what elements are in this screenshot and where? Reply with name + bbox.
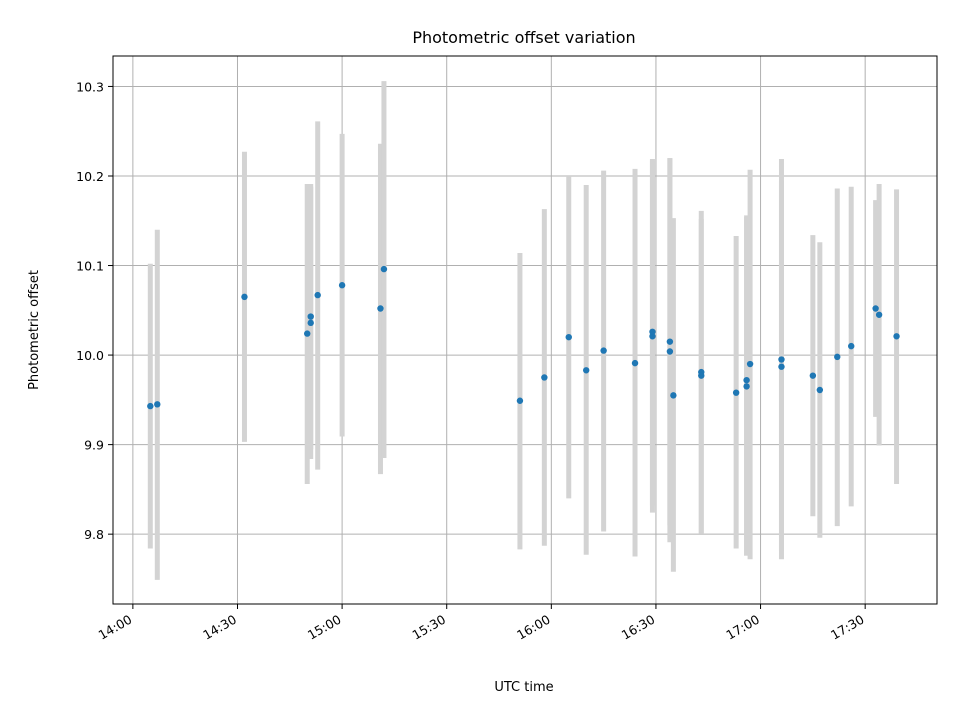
data-point [582,367,590,374]
chart-title: Photometric offset variation [412,28,635,47]
data-point [600,347,607,354]
data-point [147,402,154,410]
data-point [848,342,855,350]
data-point [732,389,740,396]
y-tick-label: 10.0 [76,348,104,363]
data-point [516,397,524,404]
data-point [314,291,321,299]
error-bars [147,81,900,580]
data-point [743,383,750,390]
data-point [666,338,674,345]
data-point [698,372,705,379]
y-tick-label: 10.2 [76,169,104,184]
data-point [307,319,314,327]
data-point [778,363,785,370]
data-point [649,328,656,335]
y-tick-label: 9.9 [84,438,104,453]
x-axis-label: UTC time [494,680,553,695]
x-tick-label: 17:30 [828,612,867,643]
data-point [743,376,750,384]
x-tick-label: 15:30 [410,612,449,643]
plot-frame [112,55,938,605]
data-point [893,333,900,340]
x-tick-label: 14:30 [200,612,239,643]
x-tick-label: 16:00 [514,612,553,643]
data-points [147,265,900,410]
y-tick-label: 10.3 [76,79,104,94]
data-point [670,392,677,399]
data-point [778,356,785,363]
data-point [541,374,548,381]
data-point [377,305,384,312]
data-point [307,313,314,320]
x-tick-label: 17:00 [723,612,762,643]
data-point [380,265,388,273]
x-tick-label: 15:00 [305,612,344,643]
y-tick-label: 9.8 [84,527,104,542]
data-point [834,353,841,361]
data-point [746,360,754,368]
data-point [666,348,674,355]
y-axis-label: Photometric offset [27,270,42,390]
data-point [872,305,879,312]
data-point [631,359,639,367]
y-tick-label: 10.1 [76,259,104,274]
data-point [338,282,346,289]
data-point [241,293,248,301]
data-point [816,386,824,394]
x-tick-label: 14:00 [96,612,135,643]
data-point [809,372,817,379]
grid-lines [113,56,937,604]
data-point [154,401,161,408]
data-point [304,330,311,337]
x-tick-label: 16:30 [619,612,658,643]
data-point [565,333,572,341]
data-point [649,333,656,340]
data-point [875,311,883,318]
